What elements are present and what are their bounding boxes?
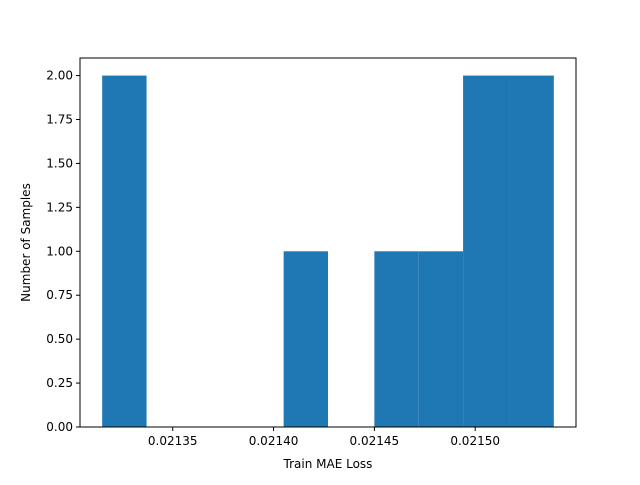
y-axis: 0.00 0.25 0.50 0.75 1.00 1.25 1.50 1.75 2.00 (46, 69, 80, 434)
plot-frame (79, 57, 577, 428)
histogram-bar-4 (283, 251, 328, 427)
y-tick-label: 1.00 (46, 244, 73, 258)
bars-layer (102, 75, 554, 428)
histogram-bar-6 (374, 251, 419, 427)
y-tick-label: 2.00 (46, 69, 73, 83)
histogram-bar-0 (102, 75, 147, 428)
y-tick-label: 0.50 (46, 332, 73, 346)
histogram-bar-9 (509, 75, 554, 428)
y-tick-label: 1.75 (46, 113, 73, 127)
y-tick-label: 0.75 (46, 288, 73, 302)
y-tick-label: 0.00 (46, 420, 73, 434)
y-tick-label: 1.25 (46, 200, 73, 214)
x-tick-label: 0.02135 (148, 434, 198, 448)
histogram-bar-8 (463, 75, 510, 428)
y-axis-title: Number of Samples (19, 183, 33, 302)
x-tick-label: 0.02140 (249, 434, 299, 448)
x-tick-label: 0.02150 (450, 434, 500, 448)
x-axis: 0.02135 0.02140 0.02145 0.02150 (148, 427, 500, 448)
x-axis-title: Train MAE Loss (283, 457, 373, 471)
histogram-bar-7 (418, 251, 464, 427)
y-tick-label: 1.50 (46, 156, 73, 170)
x-tick-label: 0.02145 (350, 434, 400, 448)
y-tick-label: 0.25 (46, 376, 73, 390)
